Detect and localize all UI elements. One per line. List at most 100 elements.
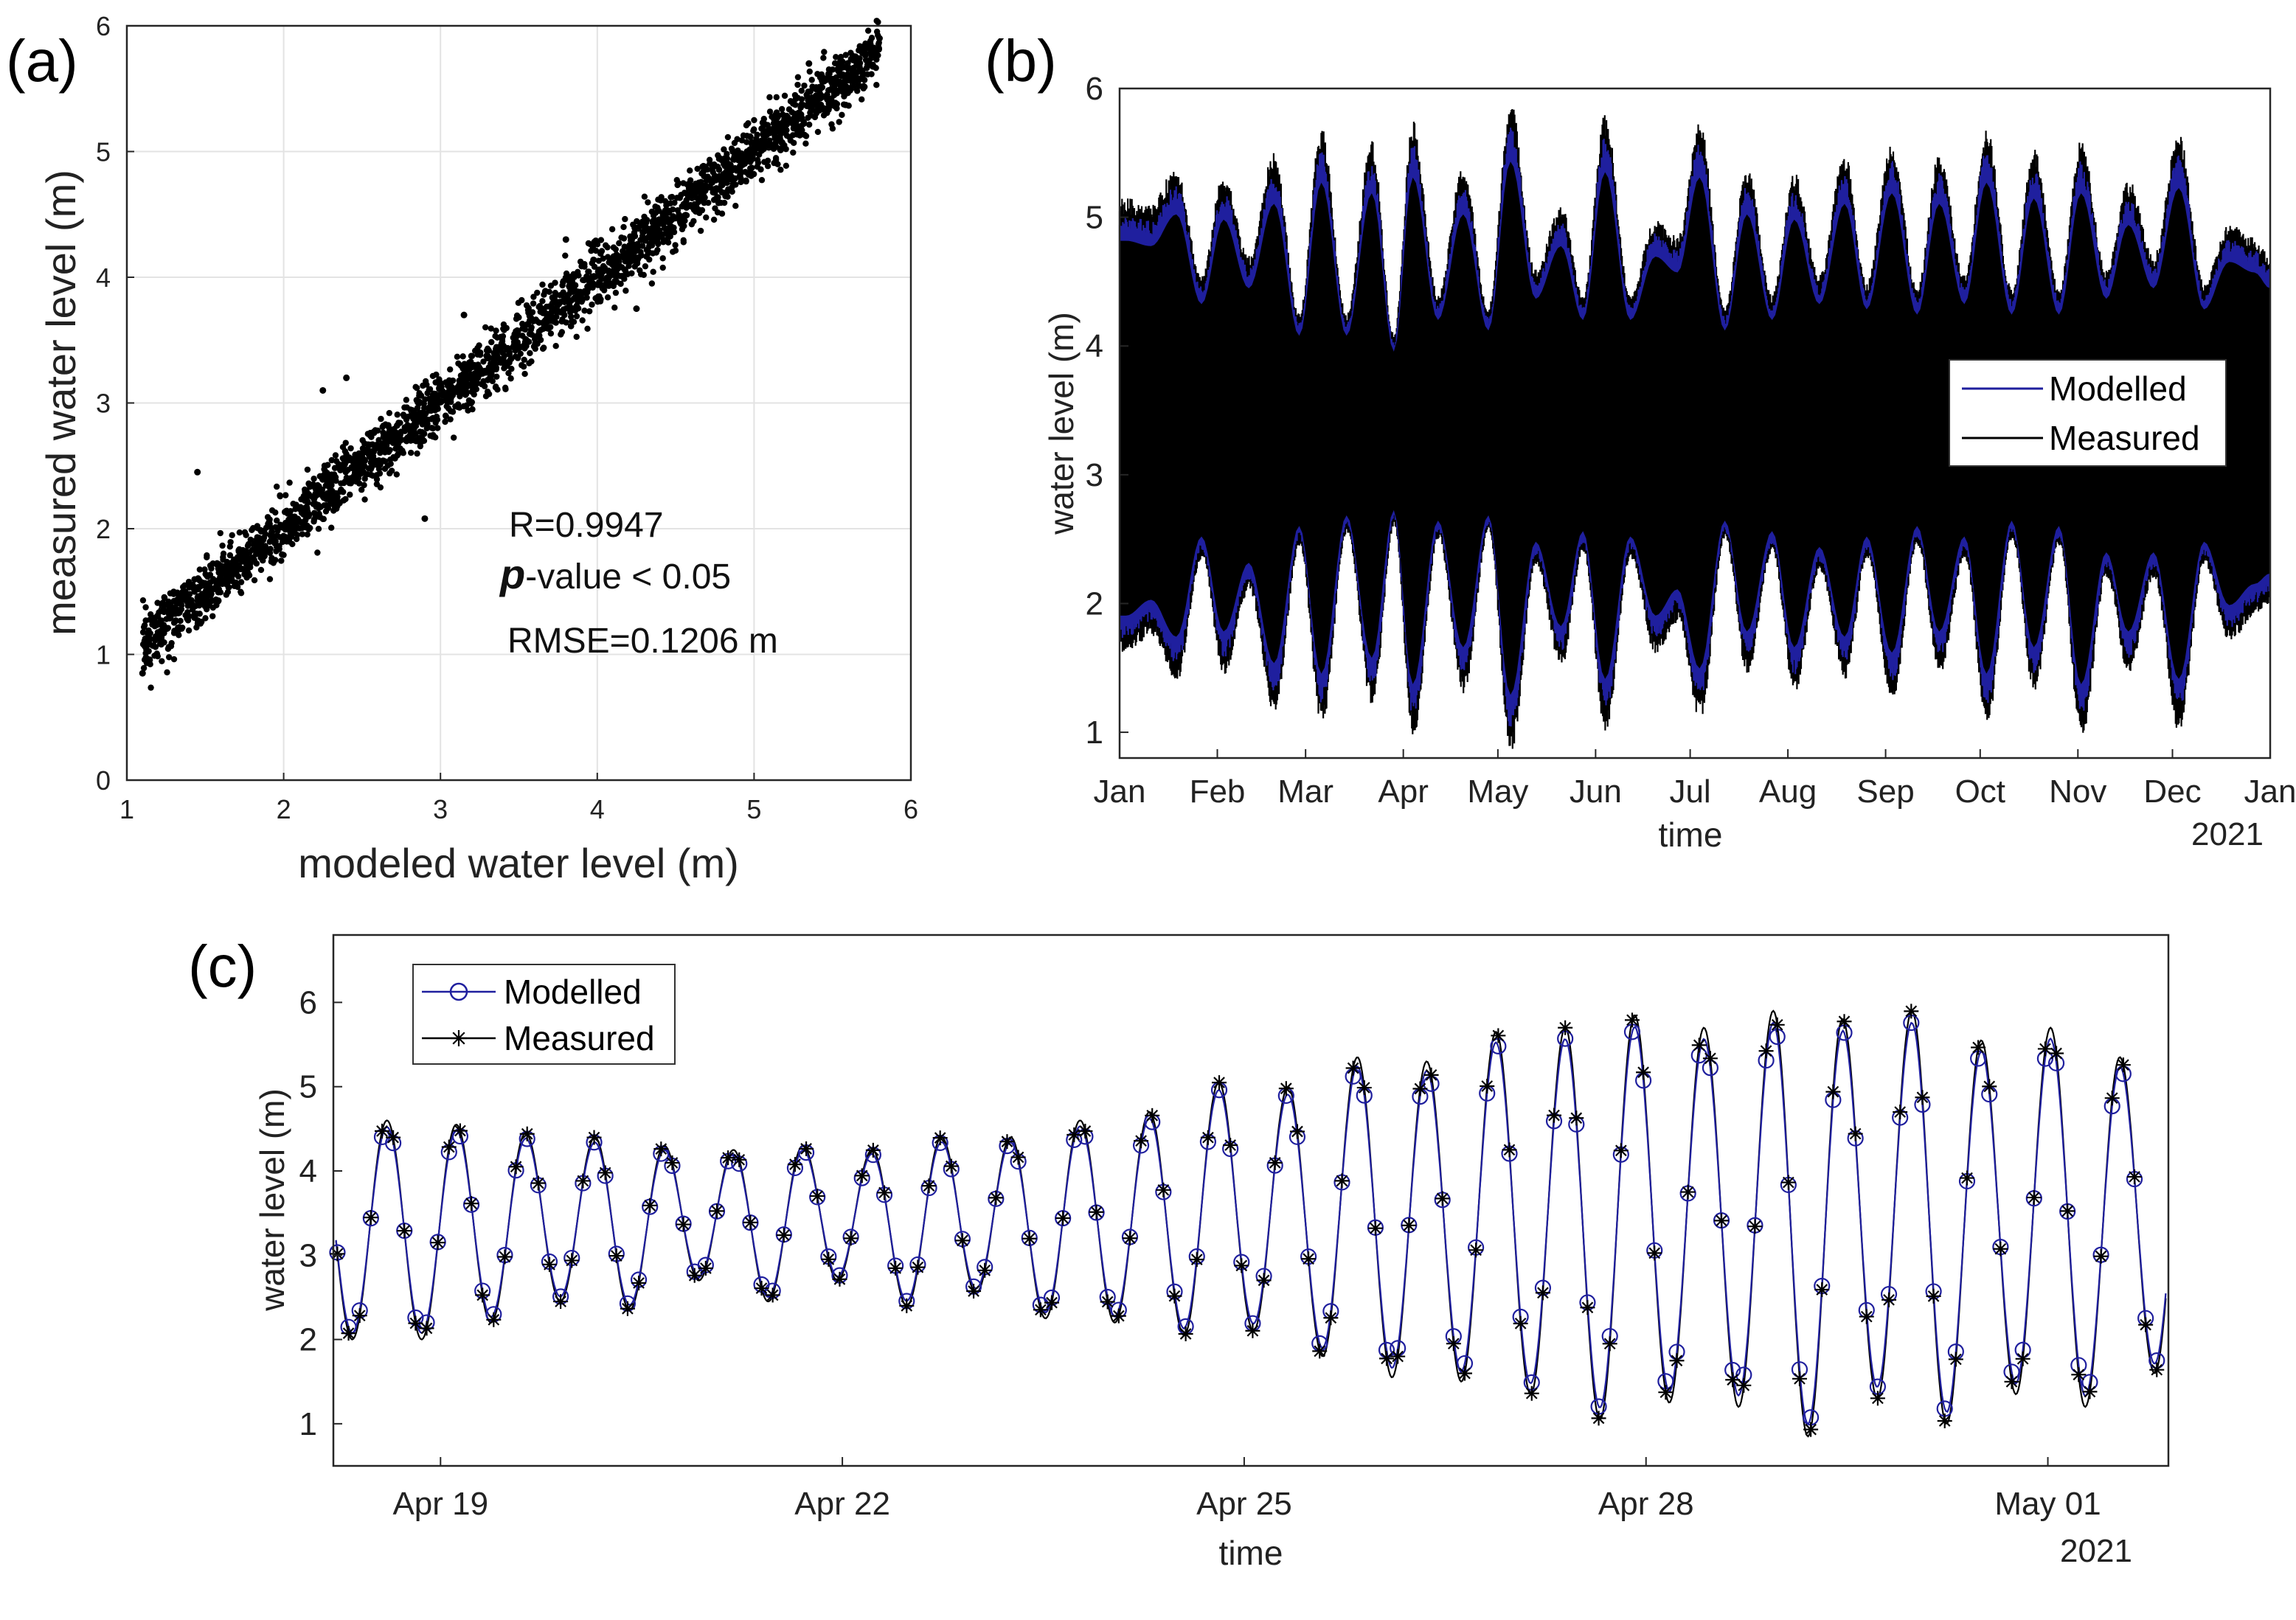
measured-marker — [620, 1301, 635, 1316]
scatter-point — [534, 289, 541, 296]
y-tick-label: 5 — [96, 137, 111, 167]
asterisk-stroke — [1927, 1290, 1940, 1302]
panel-b-ticks: Jan Feb Mar Apr May Jun Jul Aug Sep Oct Nov Dec Jan 1… — [1086, 71, 2296, 810]
scatter-point — [370, 448, 376, 454]
scatter-point — [808, 77, 815, 83]
asterisk-stroke — [1358, 1082, 1370, 1094]
scatter-point — [622, 288, 629, 294]
x-tick-label: Apr 19 — [392, 1486, 488, 1522]
scatter-point — [355, 475, 362, 482]
scatter-point — [533, 318, 541, 324]
asterisk-stroke — [700, 1262, 712, 1274]
measured-marker — [1301, 1251, 1317, 1267]
measured-marker — [776, 1228, 791, 1243]
scatter-point — [209, 597, 216, 604]
scatter-point — [165, 654, 173, 661]
scatter-point — [559, 316, 566, 323]
scatter-point — [316, 510, 322, 518]
scatter-point — [798, 87, 805, 94]
scatter-point — [856, 55, 863, 62]
scatter-point — [204, 552, 210, 559]
measured-marker — [586, 1130, 602, 1145]
scatter-point — [539, 281, 546, 288]
legend-marker-asterisk — [451, 1030, 467, 1046]
scatter-point — [560, 306, 567, 313]
scatter-point — [794, 128, 801, 135]
measured-marker — [575, 1173, 591, 1189]
scatter-point — [177, 625, 184, 632]
scatter-point — [449, 409, 457, 415]
asterisk-stroke — [1470, 1244, 1482, 1256]
scatter-point — [140, 664, 148, 672]
measured-marker — [821, 1251, 836, 1267]
asterisk-stroke — [2061, 1205, 2074, 1217]
asterisk-stroke — [2106, 1092, 2118, 1105]
scatter-point — [830, 89, 837, 96]
scatter-point — [773, 94, 780, 101]
measured-marker — [865, 1142, 881, 1158]
scatter-point — [335, 498, 341, 505]
measured-marker — [1591, 1411, 1606, 1426]
scatter-point — [855, 75, 861, 82]
scatter-point — [821, 49, 828, 55]
scatter-point — [562, 274, 569, 281]
asterisk-stroke — [766, 1289, 779, 1301]
scatter-point — [360, 448, 367, 455]
scatter-point — [648, 208, 656, 215]
scatter-point — [264, 514, 271, 521]
asterisk-stroke — [465, 1197, 477, 1209]
measured-marker — [1010, 1150, 1026, 1165]
scatter-point — [448, 398, 454, 406]
scatter-point — [290, 500, 296, 507]
scatter-point — [488, 370, 495, 377]
asterisk-stroke — [1805, 1423, 1817, 1436]
asterisk-stroke — [945, 1160, 957, 1172]
scatter-point — [431, 406, 439, 414]
scatter-point — [613, 253, 620, 260]
scatter-point — [862, 42, 869, 49]
scatter-point — [606, 269, 614, 276]
measured-marker — [352, 1308, 367, 1324]
asterisk-stroke — [923, 1180, 935, 1192]
measured-marker — [854, 1168, 870, 1183]
measured-marker — [687, 1268, 702, 1283]
asterisk-stroke — [733, 1153, 746, 1166]
scatter-point — [312, 485, 319, 492]
measured-marker — [1234, 1258, 1249, 1273]
scatter-point — [394, 442, 401, 449]
scatter-point — [826, 103, 833, 110]
scatter-point — [650, 268, 656, 275]
scatter-point — [519, 321, 526, 327]
scatter-point — [347, 445, 354, 452]
asterisk-stroke — [1492, 1029, 1505, 1042]
scatter-point — [305, 481, 313, 487]
scatter-point — [519, 333, 526, 339]
scatter-point — [376, 470, 384, 477]
scatter-point — [226, 543, 234, 550]
asterisk-stroke — [1403, 1219, 1415, 1231]
measured-marker — [1769, 1017, 1785, 1032]
scatter-point — [867, 49, 874, 56]
asterisk-stroke — [811, 1190, 824, 1202]
scatter-point — [706, 175, 713, 182]
scatter-point — [397, 420, 403, 426]
scatter-point — [421, 515, 429, 522]
asterisk-stroke — [1738, 1379, 1750, 1391]
scatter-point — [844, 83, 850, 91]
measured-marker — [1982, 1079, 1997, 1094]
measured-marker — [1881, 1292, 1897, 1307]
asterisk-stroke — [1135, 1135, 1147, 1147]
scatter-point — [527, 350, 533, 357]
scatter-point — [207, 583, 213, 591]
asterisk-stroke — [599, 1167, 611, 1179]
measured-marker — [810, 1189, 825, 1204]
asterisk-stroke — [476, 1289, 489, 1301]
scatter-point — [420, 437, 428, 444]
asterisk-stroke — [1916, 1091, 1929, 1104]
scatter-point — [614, 266, 621, 273]
measured-marker — [1278, 1081, 1294, 1096]
measured-marker — [1904, 1004, 1919, 1019]
scatter-point — [445, 405, 452, 412]
asterisk-stroke — [1749, 1220, 1761, 1233]
scatter-point — [372, 460, 378, 467]
